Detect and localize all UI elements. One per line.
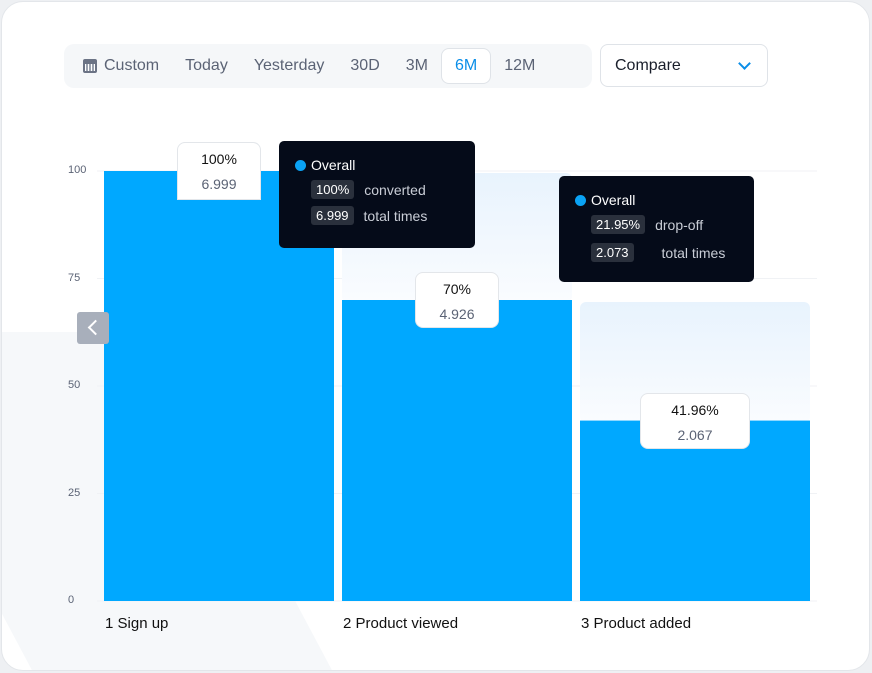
tooltip-text: total times [661,244,726,261]
count-label: 4.926 [439,306,475,322]
tooltip-badge: 6.999 [311,206,354,225]
scroll-left-button[interactable] [77,312,109,344]
x-category-label: 2 Product viewed [343,615,459,632]
range-30d[interactable]: 30D [350,57,380,74]
x-category-label: 1 Sign up [105,615,169,632]
compare-dropdown[interactable]: Compare [600,44,768,87]
drop-off-area [580,302,810,423]
range-6m[interactable]: 6M [441,48,492,84]
tooltip-badge: 2.073 [591,243,634,262]
calendar-icon [83,59,97,73]
tooltip-title: Overall [591,192,636,208]
compare-label: Compare [615,56,681,74]
tooltip-text: converted [364,181,426,198]
tooltip-step-1: Overall 100% converted 6.999 total times [279,141,475,248]
percent-label: 70% [442,281,472,297]
bar[interactable] [342,300,572,601]
range-today[interactable]: Today [185,57,228,74]
range-12m[interactable]: 12M [504,57,536,74]
percent-label: 100% [201,151,237,167]
range-yesterday[interactable]: Yesterday [253,57,325,74]
range-custom[interactable]: Custom [70,48,172,84]
bar[interactable] [580,420,810,601]
date-range-toolbar: Custom Today Yesterday 30D 3M 6M 12M [64,44,592,88]
x-category-label: 3 Product added [581,615,692,632]
tooltip-text: drop-off [655,216,704,233]
y-tick-label: 100 [68,164,87,176]
y-tick-label: 50 [68,379,81,391]
bar-data-label: 41.96% 2.067 [640,392,750,449]
y-tick-label: 75 [68,271,81,284]
range-3m[interactable]: 3M [405,57,428,74]
series-dot-icon [295,159,306,171]
bar-data-label: 100% 6.999 [177,142,261,200]
series-dot-icon [575,194,586,206]
tooltip-badge: 21.95% [591,215,646,234]
tooltip-text: total times [363,207,428,224]
tooltip-badge: 100% [311,180,355,199]
count-label: 2.067 [677,426,713,443]
percent-label: 41.96% [671,401,719,418]
tooltip-title: Overall [311,157,356,173]
y-tick-label: 25 [68,486,81,499]
tooltip-step-3: Overall 21.95% drop-off 2.073 total times [559,176,754,282]
bar-data-label: 70% 4.926 [415,272,499,328]
y-tick-label: 0 [68,594,75,606]
range-label: Custom [104,57,160,74]
count-label: 6.999 [201,176,237,192]
